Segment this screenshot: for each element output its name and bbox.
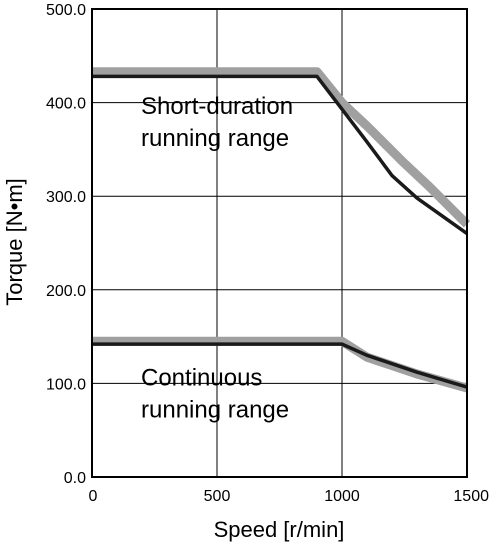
- y-tick-label: 200.0: [46, 283, 86, 300]
- series-layer: [92, 67, 471, 393]
- x-tick-label: 1500: [453, 488, 489, 505]
- x-tick-label: 500: [204, 488, 231, 505]
- y-tick-label: 400.0: [46, 96, 86, 113]
- y-tick-label: 100.0: [46, 376, 86, 393]
- region-annotations: Short-duration running range Continuous run…: [141, 93, 293, 423]
- x-axis-title: Speed [r/min]: [214, 517, 345, 542]
- x-tick-label: 1000: [324, 488, 360, 505]
- tick-labels: 0.0 100.0 200.0 300.0 400.0 500.0 0 500 1000 1500: [46, 2, 489, 505]
- grid-lines: [92, 9, 467, 477]
- series-0-line: [92, 74, 469, 236]
- y-tick-label: 0.0: [64, 470, 86, 487]
- y-tick-label: 500.0: [46, 2, 86, 19]
- series-0-band: [92, 67, 471, 228]
- plot-border: [91, 8, 468, 478]
- series-1-line: [92, 342, 468, 389]
- y-axis-title: Torque [N•m]: [2, 178, 27, 306]
- x-tick-label: 0: [89, 488, 98, 505]
- region-label-0: Short-duration running range: [141, 93, 293, 152]
- y-tick-label: 300.0: [46, 189, 86, 206]
- region-label-1: Continuous running range: [141, 364, 289, 423]
- plot-frame: [91, 8, 468, 478]
